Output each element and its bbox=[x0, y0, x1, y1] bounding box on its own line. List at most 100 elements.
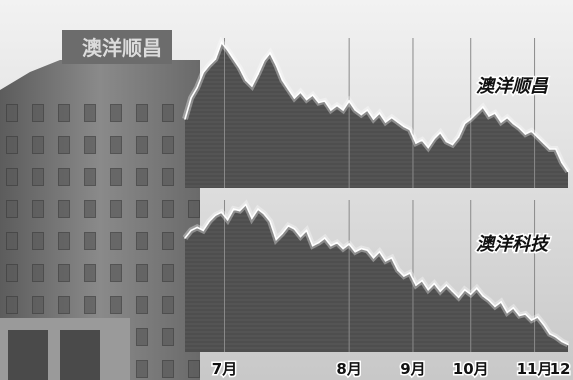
data-point-1-63 bbox=[567, 170, 569, 173]
line-series-1 bbox=[184, 40, 569, 172]
data-point-1-37 bbox=[409, 128, 411, 131]
data-point-1-45 bbox=[457, 136, 460, 138]
data-point-1-14 bbox=[269, 52, 271, 54]
data-point-2-30 bbox=[366, 249, 369, 251]
data-point-2-25 bbox=[336, 241, 338, 244]
data-point-1-29 bbox=[360, 113, 363, 116]
data-point-2-40 bbox=[427, 288, 430, 291]
data-point-1-41 bbox=[433, 137, 436, 140]
data-point-1-16 bbox=[281, 79, 284, 81]
series-title-1: 澳洋顺昌 bbox=[476, 76, 549, 97]
data-point-2-58 bbox=[536, 316, 539, 318]
data-point-1-55 bbox=[518, 127, 521, 129]
data-point-1-60 bbox=[549, 148, 551, 150]
data-point-2-3 bbox=[202, 229, 204, 232]
data-point-2-4 bbox=[208, 220, 211, 223]
data-point-1-49 bbox=[482, 106, 484, 108]
data-point-2-57 bbox=[530, 319, 533, 321]
data-point-1-59 bbox=[542, 142, 545, 144]
data-point-1-6 bbox=[220, 41, 223, 44]
x-tick-label-4: 11月 bbox=[517, 360, 553, 378]
data-point-1-19 bbox=[299, 91, 302, 93]
area-series-1 bbox=[185, 42, 568, 188]
data-point-2-62 bbox=[561, 340, 563, 343]
x-tick-label-0: 7月 bbox=[212, 360, 237, 378]
data-point-1-61 bbox=[555, 148, 557, 150]
data-point-2-27 bbox=[348, 243, 350, 245]
data-point-2-21 bbox=[311, 244, 314, 247]
data-point-1-34 bbox=[390, 116, 393, 119]
data-point-2-33 bbox=[384, 260, 387, 262]
data-point-2-15 bbox=[275, 238, 278, 241]
data-point-1-7 bbox=[226, 49, 229, 51]
data-point-2-39 bbox=[421, 279, 423, 282]
data-point-1-48 bbox=[476, 112, 478, 114]
data-point-1-50 bbox=[488, 115, 490, 117]
data-point-1-36 bbox=[403, 125, 405, 128]
data-point-1-39 bbox=[421, 139, 423, 141]
data-point-1-8 bbox=[232, 58, 235, 60]
x-tick-label-2: 9月 bbox=[400, 360, 425, 378]
data-point-1-9 bbox=[238, 67, 241, 69]
data-point-2-23 bbox=[324, 237, 326, 239]
data-point-2-26 bbox=[342, 247, 344, 250]
data-point-2-0 bbox=[184, 237, 186, 239]
building-sign-text: 澳洋顺昌 bbox=[82, 36, 162, 60]
data-point-1-13 bbox=[263, 59, 265, 62]
data-point-1-32 bbox=[378, 112, 381, 114]
data-point-2-45 bbox=[457, 296, 460, 299]
area-series-2 bbox=[185, 204, 568, 352]
data-point-2-9 bbox=[238, 209, 241, 212]
data-point-2-22 bbox=[317, 241, 320, 244]
data-point-1-52 bbox=[500, 121, 502, 123]
data-point-1-47 bbox=[469, 118, 472, 120]
data-point-1-57 bbox=[530, 130, 533, 132]
data-point-1-0 bbox=[184, 118, 186, 120]
data-point-2-41 bbox=[433, 282, 436, 285]
data-point-1-2 bbox=[196, 86, 198, 89]
x-tick-label-5: 12 bbox=[550, 360, 571, 378]
data-point-1-22 bbox=[317, 101, 320, 104]
data-point-2-16 bbox=[281, 232, 284, 235]
data-point-1-44 bbox=[451, 143, 454, 146]
data-point-1-42 bbox=[439, 131, 442, 134]
data-point-1-20 bbox=[305, 98, 308, 101]
data-point-2-1 bbox=[190, 229, 192, 232]
data-point-2-55 bbox=[518, 314, 521, 317]
data-point-1-33 bbox=[384, 121, 387, 123]
data-point-2-59 bbox=[542, 323, 545, 326]
data-point-2-47 bbox=[469, 293, 472, 296]
data-point-2-34 bbox=[390, 257, 393, 259]
data-point-1-11 bbox=[251, 85, 253, 87]
data-point-1-5 bbox=[214, 58, 217, 60]
data-point-2-8 bbox=[232, 208, 235, 210]
data-point-1-38 bbox=[415, 142, 417, 144]
data-point-2-54 bbox=[512, 307, 515, 309]
data-point-1-31 bbox=[372, 118, 375, 120]
data-point-2-42 bbox=[439, 290, 442, 293]
data-point-1-40 bbox=[427, 146, 430, 149]
data-point-2-6 bbox=[220, 211, 223, 213]
data-point-2-31 bbox=[372, 257, 375, 259]
data-point-1-28 bbox=[354, 109, 357, 111]
data-point-2-38 bbox=[415, 284, 417, 286]
data-point-1-1 bbox=[190, 97, 192, 99]
x-tick-label-1: 8月 bbox=[336, 360, 361, 378]
data-point-1-21 bbox=[311, 94, 314, 96]
data-point-2-52 bbox=[500, 301, 502, 303]
data-point-2-14 bbox=[269, 220, 271, 223]
data-point-1-15 bbox=[275, 64, 278, 66]
data-point-1-30 bbox=[366, 109, 369, 111]
line-series-2 bbox=[184, 203, 569, 346]
x-tick-label-3: 10月 bbox=[453, 360, 489, 378]
data-point-1-62 bbox=[561, 161, 563, 164]
data-point-1-27 bbox=[348, 100, 350, 102]
data-point-2-63 bbox=[567, 343, 569, 346]
data-point-2-35 bbox=[397, 269, 399, 271]
data-point-1-25 bbox=[336, 104, 338, 107]
data-point-1-10 bbox=[245, 79, 247, 81]
data-point-2-2 bbox=[196, 226, 198, 229]
data-point-1-54 bbox=[512, 122, 515, 125]
data-point-1-26 bbox=[342, 109, 344, 111]
